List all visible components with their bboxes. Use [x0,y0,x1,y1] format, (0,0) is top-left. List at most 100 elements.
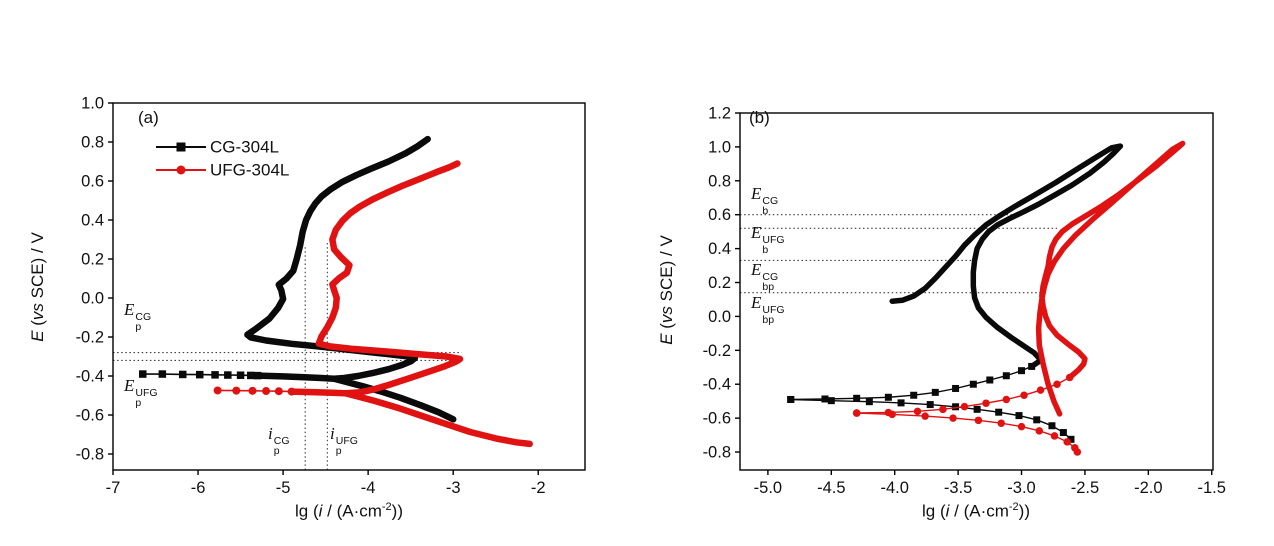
x-tick-label: -3 [446,479,461,497]
label-part: lg ( [921,501,946,521]
CG-304L-square-marker [1067,435,1075,443]
panel-a: -7 -6 -5 -4 -3 -2 1.0 0.8 0.6 0.4 0.2 0.0 -0.2 -0.4 -0… [28,95,586,522]
symbol-subscript: bp [762,281,775,293]
symbol-scripts: CG p [273,436,290,457]
UFG-304L-circle-marker [1053,380,1061,388]
CG-304L-square-marker [821,395,829,403]
symbol-scripts: UFG p [335,435,358,457]
UFG-304L-curve-segment-2 [1035,140,1186,417]
CG-304L-square-marker [1015,412,1023,420]
CG-304L-square-marker [827,397,835,405]
plot-frame [739,112,1214,471]
CG-304L-square-marker [1018,367,1026,375]
symbol-subscript: b [762,244,769,256]
UFG-304L-circle-marker [262,387,271,396]
y-tick-label: -0.8 [76,446,104,464]
symbol-scripts: UFG b [762,234,785,256]
UFG-304L-circle-marker [921,412,929,420]
ep-cg-label: E CG p [124,300,151,332]
y-tick-label: 0.4 [81,212,104,230]
y-tick-label: 0.8 [708,172,731,190]
legend-square-marker [176,142,186,152]
CG-304L-square-marker [158,370,167,378]
UFG-304L-circle-marker [913,407,922,416]
CG-304L-square-marker [897,399,905,407]
eb-cg-label: E CG b [751,184,778,216]
y-tick-label: -0.6 [703,410,731,428]
CG-304L-square-marker [910,391,918,399]
symbol-subscript: p [135,321,142,333]
ebp-cg-label: E CG bp [751,260,778,292]
x-tick-label: -5.0 [754,479,782,497]
symbol-superscript: UFG [762,234,785,246]
UFG-304L-circle-marker [274,387,283,396]
symbol-superscript: CG [135,311,152,323]
x-axis-label-b: lg (i / (A·cm-2)) [922,501,1030,522]
chart-b-plot: -5.0 -4.5 -4.0 -3.5 -3.0 -2.5 -2.0 -1.5 1.2 1.0 0.… [703,105,1226,498]
UFG-304L-circle-marker [1036,386,1045,394]
symbol-main: E [751,260,762,279]
UFG-304L-circle-marker [852,409,861,417]
y-tick-label: -0.2 [703,342,731,360]
x-tick-label: -4.5 [817,479,845,497]
CG-304L-square-marker [995,408,1003,416]
y-tick-label: 0.6 [708,206,731,224]
y-tick-label: 0.8 [81,134,104,152]
x-tick-label: -3.5 [944,479,972,497]
x-tick-label: -7 [106,479,121,497]
x-axis-label-a: lg (i / (A·cm-2)) [295,501,403,522]
CG-304L-square-marker [195,370,204,379]
x-tick-label: -2.0 [1134,479,1162,497]
label-part: / (A·cm [322,501,382,521]
CG-304L-curve-segment-2 [330,375,457,423]
UFG-304L-circle-marker [1020,391,1028,399]
UFG-304L-circle-marker [1063,438,1071,446]
symbol-subscript: p [273,445,280,457]
UFG-304L-circle-marker [997,419,1005,427]
CG-304L-square-marker [247,371,255,380]
CG-304L-square-marker [787,395,795,403]
x-tick-label: -1.5 [1198,479,1226,497]
label-part: SCE) / V [657,235,676,307]
symbol-subscript: b [762,205,769,217]
label-part: E [657,333,676,345]
UFG-304L-circle-marker [1073,448,1082,456]
label-part: -2 [381,501,392,513]
chart-a-plot: -7 -6 -5 -4 -3 -2 1.0 0.8 0.6 0.4 0.2 0.0 -0.2 -0.4 -0… [76,95,586,497]
symbol-main: E [751,293,762,312]
CG-304L-square-marker [926,401,934,409]
CG-304L-square-marker [973,405,981,413]
symbol-main: i [268,424,273,443]
UFG-304L-circle-marker [960,402,969,411]
y-tick-label: 0.6 [81,173,104,191]
CG-304L-curve-segment-2 [889,143,1124,370]
symbol-main: i [330,424,335,443]
UFG-304L-curve-segment-1 [288,160,464,397]
CG-304L-square-marker [1033,416,1041,424]
symbol-subscript: p [135,397,142,409]
UFG-304L-circle-marker [982,399,990,407]
label-part: -2 [1008,501,1019,513]
CG-304L-square-marker [952,403,960,411]
CG-304L-square-marker [952,384,960,392]
UFG-304L-circle-marker [232,386,241,395]
CG-304L-square-marker [986,376,994,384]
symbol-main: E [751,223,762,242]
label-part: E [28,330,47,342]
label-part: vs [657,306,676,324]
UFG-304L-circle-marker [1017,422,1026,431]
symbol-superscript: UFG [335,435,358,447]
panel-b: -5.0 -4.5 -4.0 -3.5 -3.0 -2.5 -2.0 -1.5 1.2 1.0 0.… [637,0,1274,546]
ebp-ufg-label: E UFG bp [751,293,785,325]
y-axis-label-a: E (vs SCE) / V [28,232,48,342]
symbol-superscript: CG [762,195,779,207]
CG-304L-curve-segment-1 [244,135,431,382]
x-tick-label: -2 [531,479,546,497]
symbol-subscript: bp [762,314,775,326]
CG-304L-square-marker [139,370,147,378]
symbol-superscript: UFG [135,387,158,399]
y-tick-label: 0.2 [708,274,731,292]
label-part: )) [1018,501,1031,521]
legend-label: CG-304L [210,138,279,157]
CG-304L-square-marker [224,371,232,379]
